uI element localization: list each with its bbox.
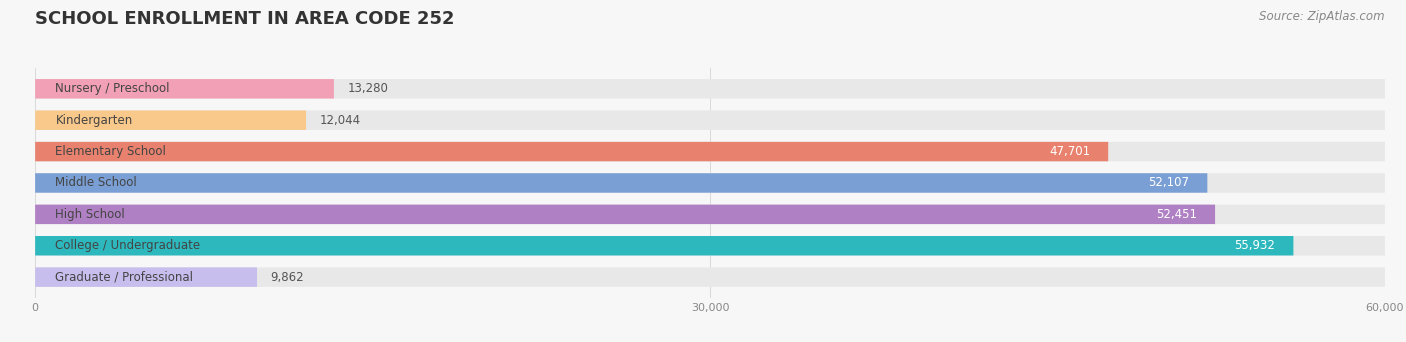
Text: 55,932: 55,932	[1234, 239, 1275, 252]
Text: 52,451: 52,451	[1156, 208, 1197, 221]
FancyBboxPatch shape	[35, 205, 1215, 224]
Text: 12,044: 12,044	[319, 114, 361, 127]
FancyBboxPatch shape	[35, 110, 307, 130]
Text: 47,701: 47,701	[1049, 145, 1090, 158]
FancyBboxPatch shape	[35, 142, 1108, 161]
Text: Middle School: Middle School	[55, 176, 138, 189]
Text: Elementary School: Elementary School	[55, 145, 166, 158]
FancyBboxPatch shape	[35, 236, 1294, 255]
Text: SCHOOL ENROLLMENT IN AREA CODE 252: SCHOOL ENROLLMENT IN AREA CODE 252	[35, 10, 454, 28]
Text: High School: High School	[55, 208, 125, 221]
Text: Kindergarten: Kindergarten	[55, 114, 132, 127]
FancyBboxPatch shape	[35, 173, 1385, 193]
FancyBboxPatch shape	[35, 267, 257, 287]
FancyBboxPatch shape	[35, 79, 1385, 98]
Text: 52,107: 52,107	[1149, 176, 1189, 189]
FancyBboxPatch shape	[35, 79, 333, 98]
FancyBboxPatch shape	[35, 142, 1385, 161]
FancyBboxPatch shape	[35, 236, 1385, 255]
FancyBboxPatch shape	[35, 267, 1385, 287]
Text: College / Undergraduate: College / Undergraduate	[55, 239, 201, 252]
FancyBboxPatch shape	[35, 205, 1385, 224]
FancyBboxPatch shape	[35, 173, 1208, 193]
Text: 13,280: 13,280	[347, 82, 388, 95]
FancyBboxPatch shape	[35, 110, 1385, 130]
Text: Source: ZipAtlas.com: Source: ZipAtlas.com	[1260, 10, 1385, 23]
Text: Graduate / Professional: Graduate / Professional	[55, 271, 194, 284]
Text: 9,862: 9,862	[270, 271, 304, 284]
Text: Nursery / Preschool: Nursery / Preschool	[55, 82, 170, 95]
